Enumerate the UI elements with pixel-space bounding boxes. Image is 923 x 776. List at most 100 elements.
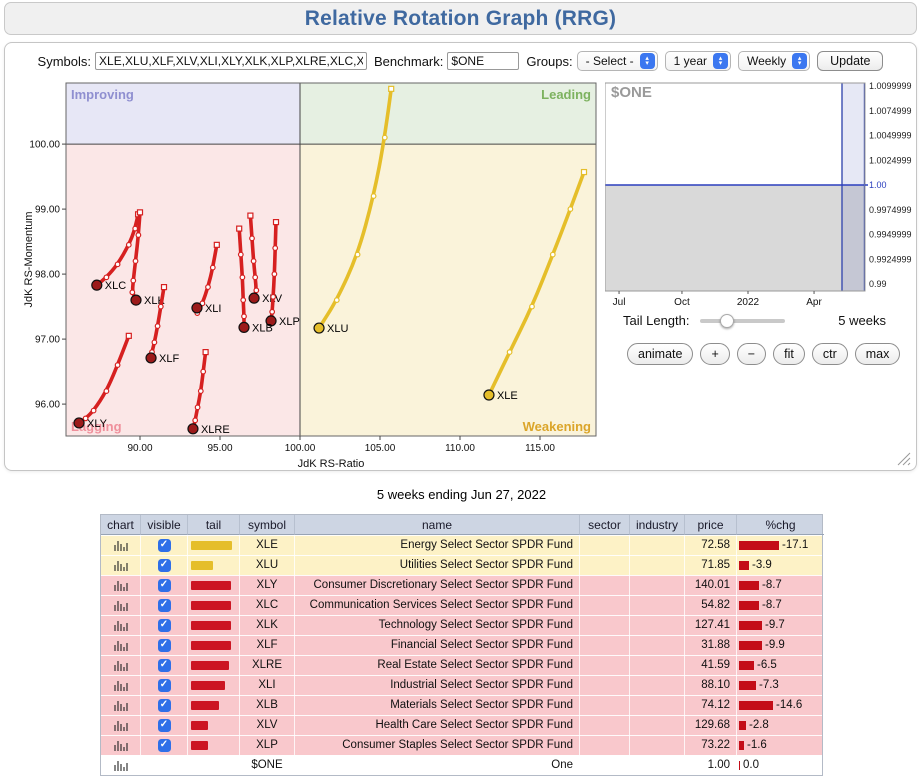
max-button[interactable]: max	[854, 343, 901, 365]
benchmark-mini-chart[interactable]: $ONE 1.0099999 1.0074999 1.0049999 1.0024999…	[604, 79, 918, 331]
name-cell: Consumer Discretionary Select Sector SPD…	[295, 575, 580, 595]
mini-chart-icon[interactable]	[113, 600, 128, 611]
benchmark-input[interactable]	[447, 52, 520, 70]
chart-cell	[101, 715, 141, 735]
chg-bar	[739, 600, 759, 610]
zoom-out-button[interactable]: −	[736, 343, 767, 365]
tail-indicator	[191, 540, 232, 550]
chg-cell: -8.7	[737, 595, 824, 615]
tail-XLB[interactable]: XLB	[236, 225, 273, 334]
tail-indicator	[191, 720, 208, 730]
tail-XLI[interactable]: XLI	[191, 241, 222, 317]
select-stepper-icon	[713, 53, 729, 69]
mini-chart-icon[interactable]	[113, 560, 128, 571]
mini-chart-icon[interactable]	[113, 580, 128, 591]
animate-button[interactable]: animate	[627, 343, 694, 365]
center-button[interactable]: ctr	[811, 343, 848, 365]
visible-checkbox[interactable]	[157, 678, 171, 692]
chg-bar	[739, 720, 746, 730]
column-header-name[interactable]: name	[295, 515, 580, 535]
benchmark-symbol-label: $ONE	[611, 84, 652, 101]
chg-cell: -9.9	[737, 635, 824, 655]
update-button[interactable]: Update	[817, 51, 884, 71]
price-cell: 129.68	[685, 715, 737, 735]
tail-XLE[interactable]: XLE	[483, 168, 588, 402]
chg-cell: -2.8	[737, 715, 824, 735]
tail-endpoint-XLI	[191, 302, 203, 314]
tail-XLU[interactable]: XLU	[313, 85, 395, 335]
resize-handle-icon[interactable]	[896, 451, 911, 466]
mini-chart-icon[interactable]	[113, 540, 128, 551]
visible-checkbox[interactable]	[157, 718, 171, 732]
table-row-ONE[interactable]: $ONE One 1.00 0.0	[101, 755, 822, 775]
period-select[interactable]: 1 year	[664, 51, 732, 71]
visible-cell	[141, 615, 188, 635]
column-header-pctchg[interactable]: %chg	[737, 515, 824, 535]
groups-select[interactable]: - Select -	[576, 51, 658, 71]
industry-cell	[630, 535, 685, 555]
fit-button[interactable]: fit	[773, 343, 805, 365]
visible-checkbox[interactable]	[157, 618, 171, 632]
column-header-visible[interactable]: visible	[141, 515, 188, 535]
mini-chart-icon[interactable]	[113, 660, 128, 671]
visible-checkbox[interactable]	[157, 578, 171, 592]
mini-chart-icon[interactable]	[113, 680, 128, 691]
tail-XLY[interactable]: XLY	[73, 332, 132, 430]
symbol-table: chart visible tail symbol name sector industry…	[100, 514, 824, 776]
tail-XLP[interactable]: XLP	[265, 219, 300, 328]
tail-endpoint-XLB	[238, 321, 250, 333]
name-cell: Materials Select Sector SPDR Fund	[295, 695, 580, 715]
column-header-sector[interactable]: sector	[580, 515, 630, 535]
tail-length-label: Tail Length:	[623, 313, 690, 328]
visible-checkbox[interactable]	[157, 658, 171, 672]
tail-length-slider[interactable]	[699, 318, 785, 323]
rrg-chart[interactable]: Improving Leading Lagging Weakening 90.00 95.…	[21, 79, 609, 471]
symbols-input[interactable]	[95, 52, 368, 70]
tail-length-value: 5 weeks	[838, 313, 886, 328]
column-header-symbol[interactable]: symbol	[240, 515, 295, 535]
mini-chart-icon[interactable]	[113, 760, 128, 771]
tail-endpoint-XLU	[313, 322, 325, 334]
column-header-industry[interactable]: industry	[630, 515, 685, 535]
mini-chart-icon[interactable]	[113, 740, 128, 751]
mini-chart-icon[interactable]	[113, 640, 128, 651]
tail-length-control: Tail Length: 5 weeks	[605, 313, 910, 328]
column-header-chart[interactable]: chart	[101, 515, 141, 535]
mini-y-tick-label: 0.9924999	[869, 254, 912, 264]
mini-chart-svg[interactable]: $ONE 1.0099999 1.0074999 1.0049999 1.0024999…	[604, 79, 918, 331]
column-header-tail[interactable]: tail	[188, 515, 240, 535]
visible-checkbox[interactable]	[157, 738, 171, 752]
sector-cell	[580, 755, 630, 775]
tail-XLRE[interactable]: XLRE	[187, 349, 230, 436]
visible-checkbox[interactable]	[157, 598, 171, 612]
name-cell: Financial Select Sector SPDR Fund	[295, 635, 580, 655]
zoom-in-button[interactable]: +	[700, 343, 730, 365]
price-cell: 41.59	[685, 655, 737, 675]
visible-checkbox[interactable]	[157, 638, 171, 652]
column-header-price[interactable]: price	[685, 515, 737, 535]
mini-chart-icon[interactable]	[113, 620, 128, 631]
mini-chart-icon[interactable]	[113, 700, 128, 711]
visible-checkbox[interactable]	[157, 698, 171, 712]
symbol-cell: XLP	[240, 735, 295, 755]
interval-select[interactable]: Weekly	[738, 51, 811, 71]
tail-indicator	[191, 580, 231, 590]
benchmark-label: Benchmark:	[374, 53, 444, 69]
chg-value: -2.8	[749, 719, 769, 731]
visible-checkbox[interactable]	[157, 538, 171, 552]
visible-checkbox[interactable]	[157, 558, 171, 572]
mini-chart-icon[interactable]	[113, 720, 128, 731]
tail-XLF[interactable]: XLF	[145, 284, 179, 365]
